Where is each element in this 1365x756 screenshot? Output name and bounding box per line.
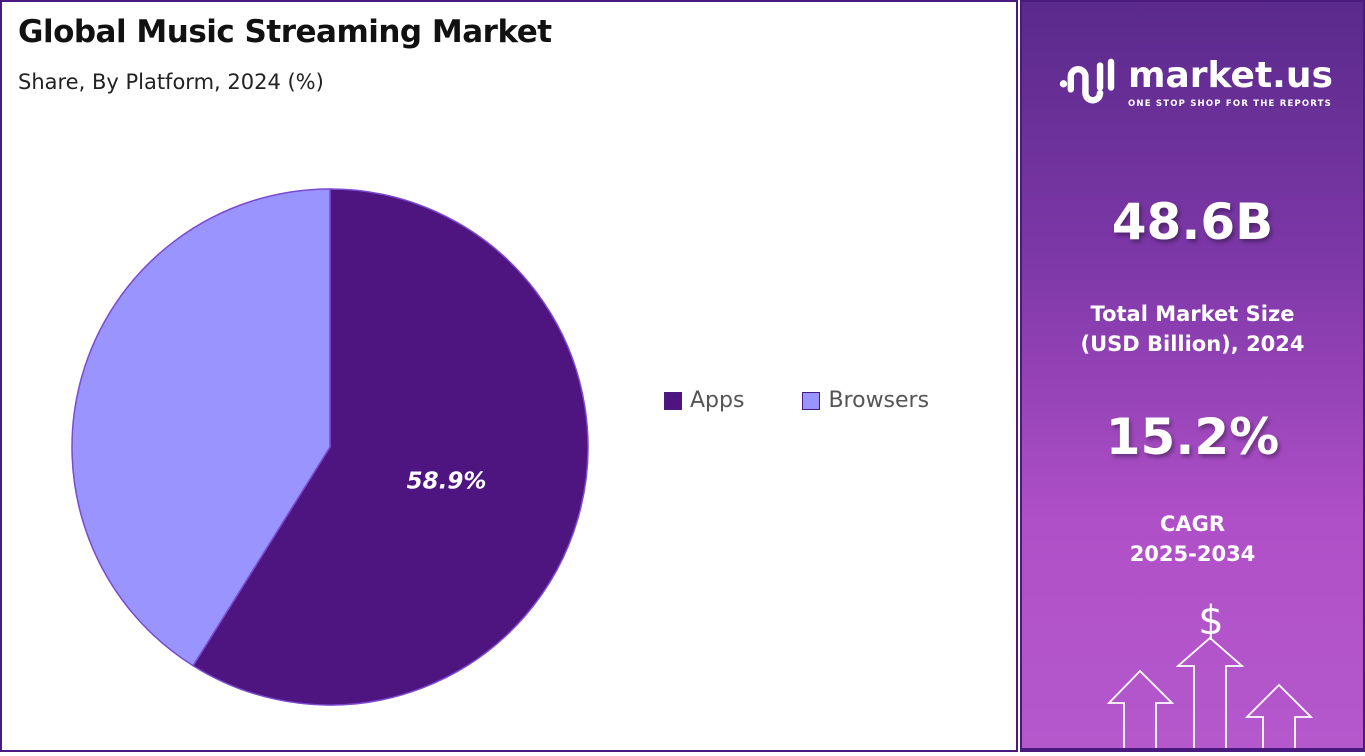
chart-title: Global Music Streaming Market: [18, 14, 552, 50]
cagr-value: 15.2%: [1105, 408, 1280, 466]
summary-panel: market.us ONE STOP SHOP FOR THE REPORTS …: [1020, 0, 1365, 752]
legend-label: Apps: [690, 388, 745, 413]
cagr-label: CAGR: [1159, 512, 1226, 536]
legend-swatch: [664, 392, 682, 410]
chart-area: Global Music Streaming Market Share, By …: [0, 0, 1018, 752]
dollar-icon: $: [1198, 598, 1223, 644]
legend: Apps Browsers: [664, 387, 929, 415]
market-size-label-2: (USD Billion), 2024: [1080, 332, 1305, 356]
legend-item-browsers: Browsers: [802, 387, 929, 415]
cagr-period: 2025-2034: [1129, 542, 1256, 566]
data-label: 58.9%: [407, 468, 487, 494]
market-size-label: Total Market Size: [1090, 302, 1295, 326]
pie-chart: 58.9%: [71, 188, 589, 706]
market-size-value: 48.6B: [1111, 193, 1274, 251]
growth-arrows-icon: $: [1106, 598, 1314, 748]
pie-slice-apps: [192, 188, 589, 706]
logo-icon: [1059, 58, 1115, 104]
market-us-logo: market.us ONE STOP SHOP FOR THE REPORTS: [1058, 54, 1333, 110]
legend-item-apps: Apps: [664, 387, 744, 415]
chart-subtitle: Share, By Platform, 2024 (%): [18, 70, 324, 94]
brand-tagline: ONE STOP SHOP FOR THE REPORTS: [1128, 99, 1332, 109]
legend-label: Browsers: [828, 388, 930, 413]
legend-swatch: [802, 392, 821, 410]
pie-slice-browsers: [71, 188, 331, 667]
brand-name: market.us: [1128, 55, 1333, 96]
